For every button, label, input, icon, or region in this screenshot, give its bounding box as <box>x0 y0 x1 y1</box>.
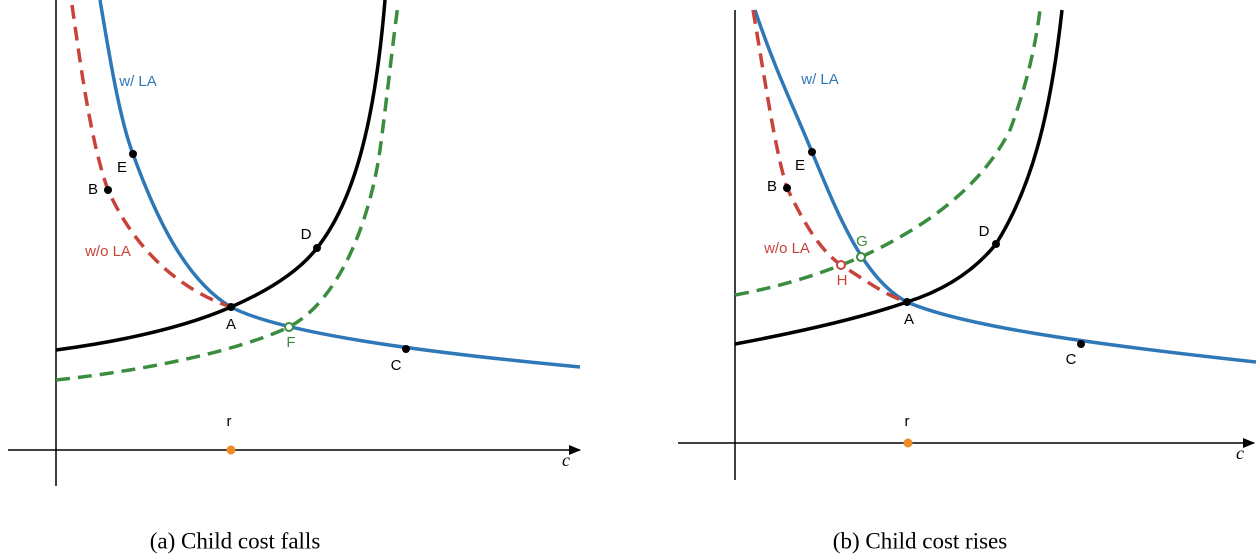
marker-label: r <box>227 413 232 430</box>
point <box>903 298 911 306</box>
point-label: C <box>391 357 402 374</box>
curve <box>734 9 1064 346</box>
panel-b: c w/ LA w/o LA A B C D E G H r (b) Child… <box>678 9 1257 553</box>
axis-label: c <box>1236 443 1244 463</box>
marker <box>903 438 913 448</box>
axis-label: c <box>562 450 570 470</box>
curve <box>751 9 908 304</box>
point <box>808 148 816 156</box>
point <box>227 303 235 311</box>
point-label: C <box>1066 351 1077 368</box>
point <box>129 150 137 158</box>
point <box>856 252 866 262</box>
point <box>313 244 321 252</box>
point-label: A <box>904 311 914 328</box>
point-label: H <box>837 272 848 289</box>
caption: (b) Child cost rises <box>833 528 1007 553</box>
curve <box>55 0 387 352</box>
curve <box>734 9 1042 297</box>
curve-label: w/o LA <box>763 240 810 257</box>
caption: (a) Child cost falls <box>150 528 321 553</box>
marker-label: r <box>905 413 910 430</box>
point-label: B <box>767 178 777 195</box>
curve-label: w/ LA <box>800 71 839 88</box>
curve-label: w/ LA <box>118 73 157 90</box>
curve <box>753 9 1257 364</box>
point-label: E <box>795 157 805 174</box>
curve <box>70 4 232 309</box>
point <box>104 186 112 194</box>
point <box>402 345 410 353</box>
point-label: D <box>979 223 990 240</box>
point-label: A <box>226 316 236 333</box>
panel-a: c w/ LA w/o LA A B C D E F r (a) Child c… <box>8 0 581 553</box>
curve <box>55 4 400 382</box>
point <box>836 260 846 270</box>
point-label: F <box>286 334 295 351</box>
point-label: D <box>301 226 312 243</box>
point <box>992 240 1000 248</box>
point-label: G <box>856 233 868 250</box>
curve-label: w/o LA <box>84 243 131 260</box>
point-label: B <box>88 181 98 198</box>
curve <box>98 0 581 369</box>
marker <box>226 445 236 455</box>
point <box>284 322 294 332</box>
point <box>1077 340 1085 348</box>
point <box>783 184 791 192</box>
point-label: E <box>117 159 127 176</box>
